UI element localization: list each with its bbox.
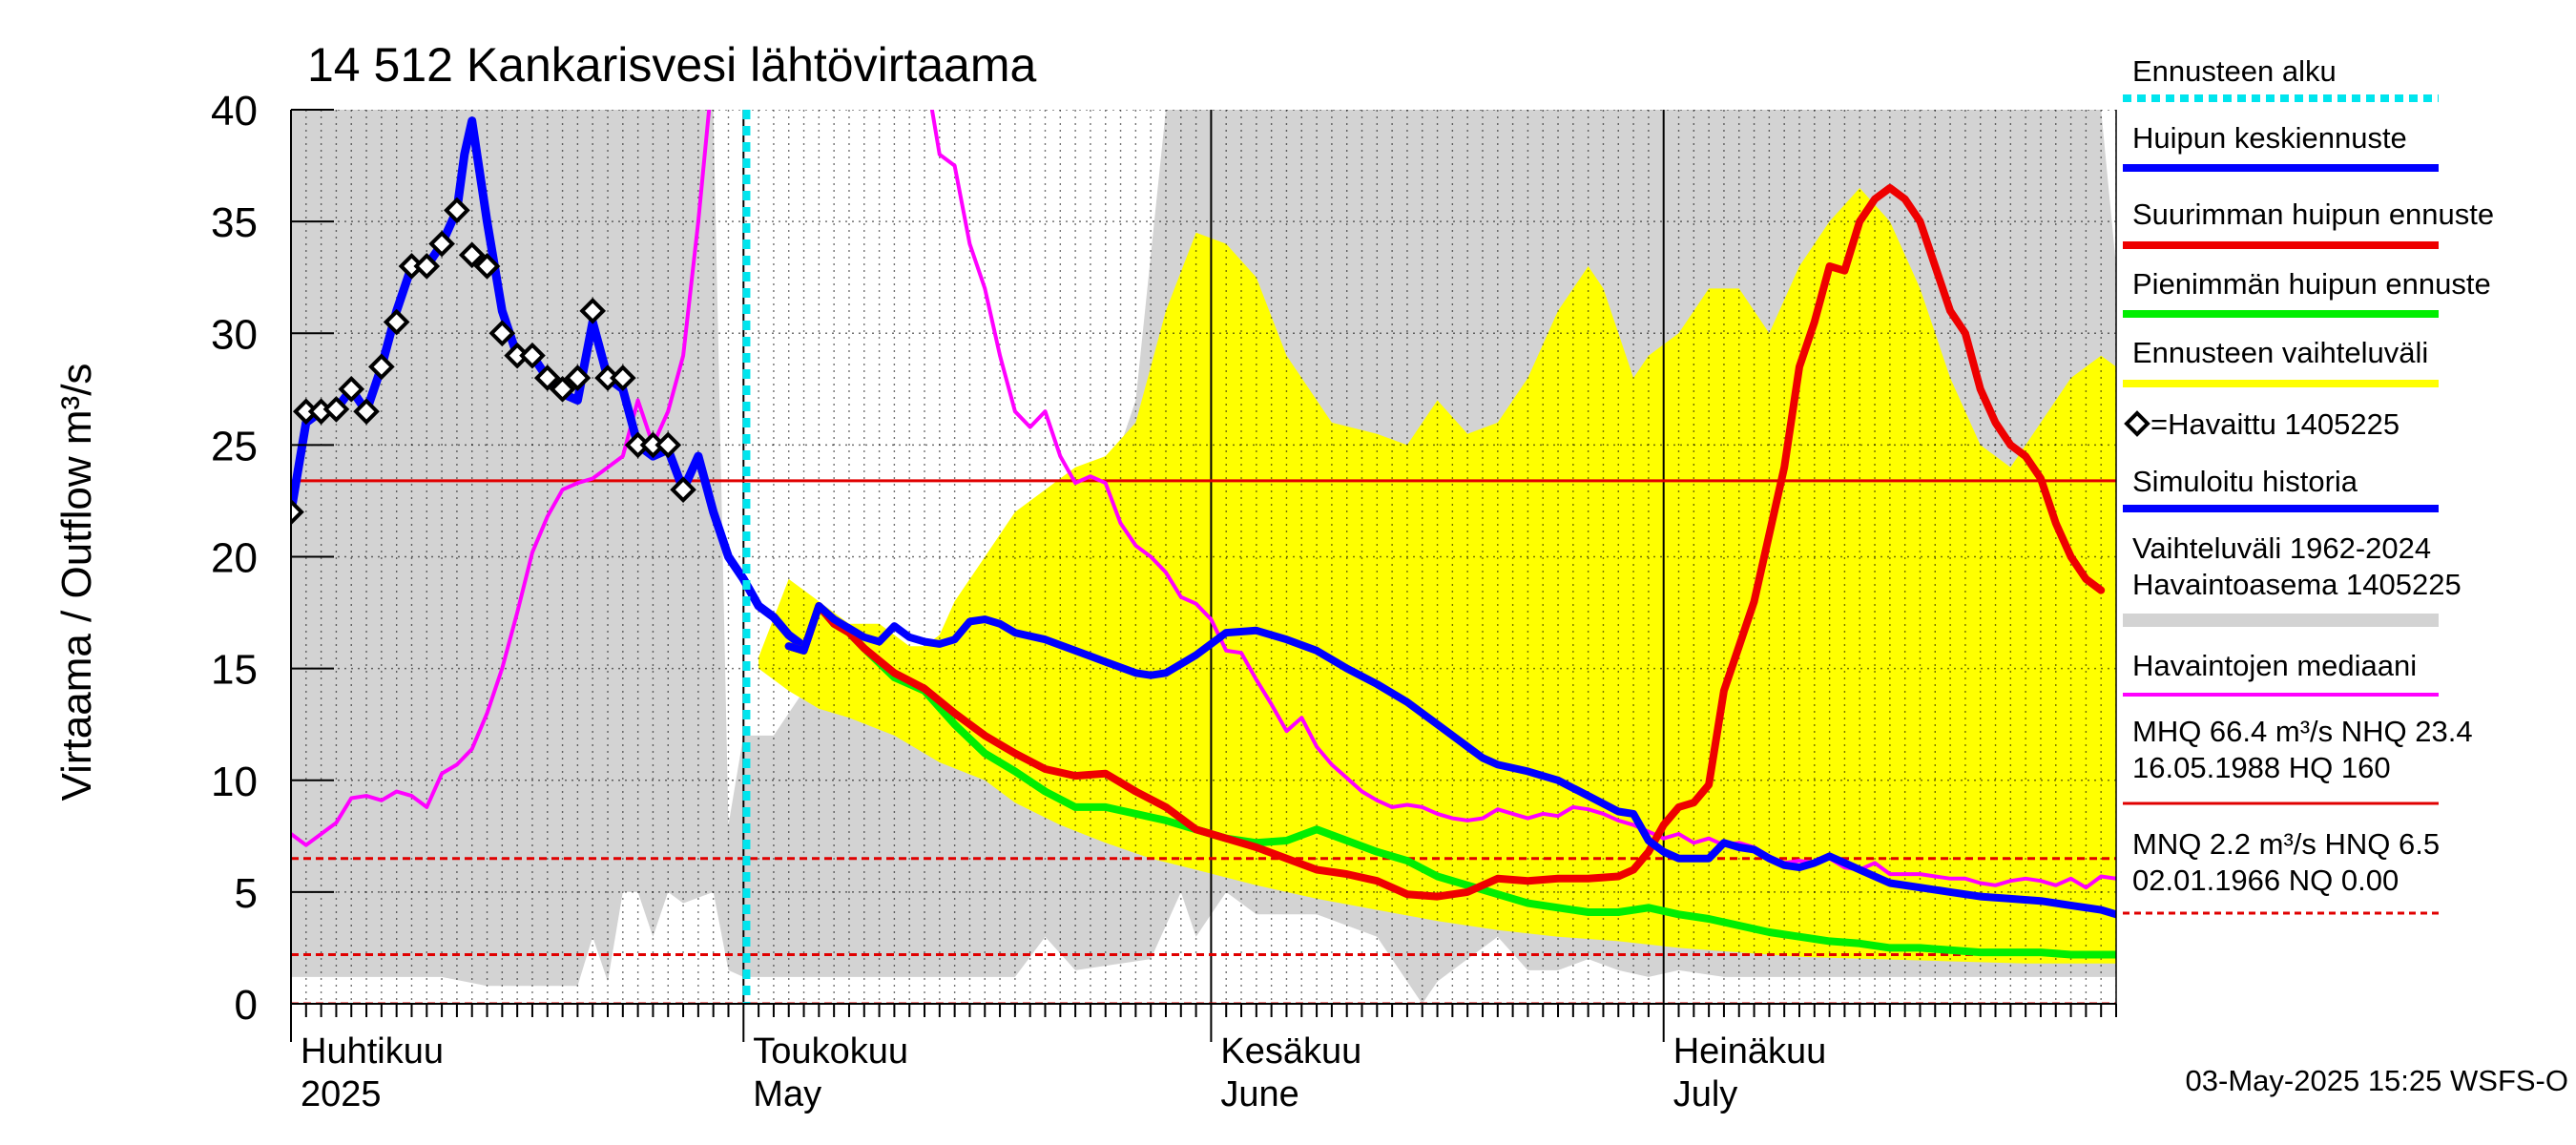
legend-label: MHQ 66.4 m³/s NHQ 23.4 — [2132, 715, 2473, 748]
observed-point — [368, 353, 395, 381]
series-line-1 — [929, 110, 2116, 890]
series-line-0 — [291, 110, 712, 847]
legend: Ennusteen alku Huipun keskiennuste Suurimm… — [2123, 54, 2494, 915]
observed-point — [549, 375, 576, 403]
observed-point — [670, 476, 696, 504]
legend-label: Huipun keskiennuste — [2132, 121, 2407, 155]
legend-label-line2: Havaintoasema 1405225 — [2132, 568, 2462, 601]
plot-area — [291, 110, 2116, 1004]
observed-point — [444, 197, 470, 224]
series-line-5 — [784, 602, 2116, 919]
month-label-en: May — [753, 1074, 821, 1114]
legend-marker-observed — [2124, 410, 2150, 437]
observed-point — [579, 297, 607, 324]
observed-point — [519, 342, 546, 369]
month-label: Toukokuu — [753, 1031, 908, 1072]
observed-point — [609, 364, 636, 391]
legend-label: =Havaittu 1405225 — [2150, 407, 2399, 441]
month-label-en: June — [1220, 1074, 1298, 1114]
legend-label: MNQ 2.2 m³/s HNQ 6.5 — [2132, 827, 2440, 861]
observed-point — [338, 375, 365, 403]
observed-point — [564, 364, 592, 391]
legend-label: Ennusteen vaihteluväli — [2132, 336, 2428, 369]
observed-point — [353, 398, 380, 426]
series-line-4 — [784, 184, 2106, 901]
legend-label-line2: 02.01.1966 NQ 0.00 — [2132, 864, 2399, 897]
legend-label: Simuloitu historia — [2132, 465, 2358, 498]
y-tick-label: 20 — [211, 535, 258, 582]
observed-point — [322, 396, 350, 423]
observed-point — [533, 364, 561, 391]
legend-label: Ennusteen alku — [2132, 54, 2337, 88]
y-tick-label: 5 — [235, 870, 258, 917]
observed-point — [458, 241, 486, 269]
observed-point — [654, 431, 682, 459]
y-axis-label: Virtaama / Outflow m³/s — [53, 364, 100, 802]
observed-point — [291, 498, 304, 526]
legend-label: Vaihteluväli 1962-2024 — [2132, 531, 2431, 565]
y-tick-label: 30 — [211, 311, 258, 358]
legend-label: Havaintojen mediaani — [2132, 649, 2417, 682]
y-tick-label: 10 — [211, 759, 258, 805]
month-label: Huhtikuu — [301, 1031, 444, 1072]
observed-point — [473, 253, 501, 280]
y-tick-label: 0 — [235, 982, 258, 1029]
month-label: Heinäkuu — [1673, 1031, 1827, 1072]
observed-point — [428, 230, 455, 258]
forecast-range-band — [758, 188, 2116, 964]
footer-timestamp: 03-May-2025 15:25 WSFS-O — [2186, 1064, 2568, 1097]
y-tick-label: 35 — [211, 199, 258, 246]
legend-label: Pienimmän huipun ennuste — [2132, 267, 2491, 301]
y-tick-label: 15 — [211, 647, 258, 694]
month-label-en: July — [1673, 1074, 1738, 1114]
legend-label: Suurimman huipun ennuste — [2132, 198, 2494, 231]
axes: 0510152025303540Huhtikuu2025ToukokuuMayK… — [211, 88, 2117, 1114]
month-label: Kesäkuu — [1220, 1031, 1361, 1072]
month-label-en: 2025 — [301, 1074, 382, 1114]
observed-point — [383, 308, 410, 336]
observed-point — [413, 253, 441, 280]
series-line-3 — [784, 602, 2116, 959]
y-tick-label: 25 — [211, 423, 258, 469]
chart-title: 14 512 Kankarisvesi lähtövirtaama — [307, 38, 1036, 92]
legend-label-line2: 16.05.1988 HQ 160 — [2132, 751, 2391, 784]
y-tick-label: 40 — [211, 88, 258, 135]
observed-point — [488, 320, 516, 347]
